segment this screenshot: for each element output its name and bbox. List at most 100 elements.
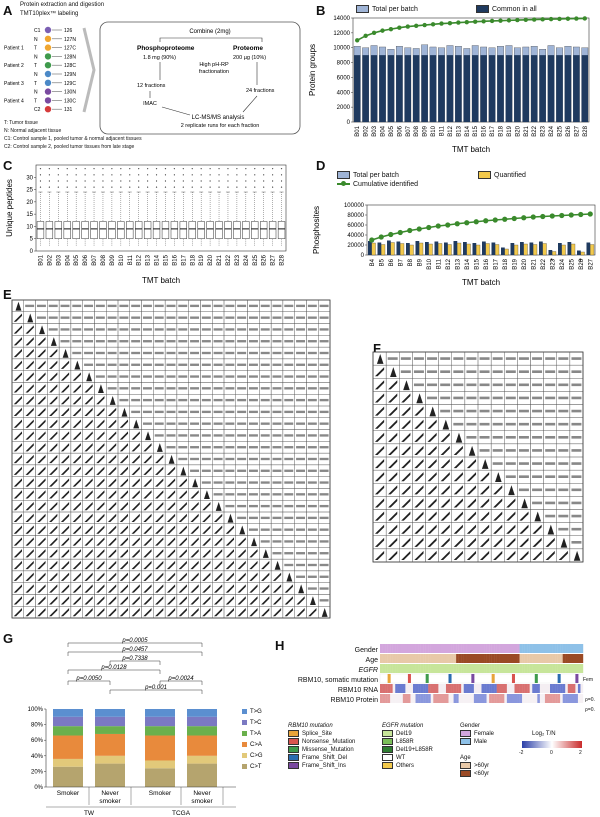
correlation-coefficient [272, 351, 282, 355]
gender-cell [494, 644, 497, 653]
rbm10-protein-cell [567, 694, 571, 703]
correlation-coefficient [248, 363, 258, 366]
density-peak [286, 572, 293, 582]
scatter-cloud [493, 485, 503, 495]
bar-total-d [510, 243, 515, 255]
sample-letter: N [34, 90, 38, 96]
box-c [90, 221, 98, 239]
correlation-coefficient [84, 304, 94, 308]
significance-bracket-g [67, 651, 203, 656]
x-tick-label-d: B10 [427, 258, 433, 269]
outlier-c [75, 186, 77, 188]
correlation-coefficient [225, 375, 235, 378]
scatter-cloud [414, 550, 424, 561]
correlation-coefficient [427, 357, 438, 360]
x-tick-label-d: B18 [503, 258, 509, 269]
scatter-cloud [13, 372, 23, 381]
scatter-cloud [374, 550, 385, 561]
age-cell [496, 654, 500, 663]
sample-dot [44, 61, 52, 69]
correlation-coefficient [190, 375, 200, 378]
outlier-c [120, 180, 122, 182]
outlier-c [200, 186, 202, 188]
gender-cell [453, 644, 457, 653]
rbm10-rna-cell [496, 684, 500, 693]
scale-tick-0: 0 [550, 750, 553, 756]
scatter-cloud [249, 596, 258, 605]
cumulative-point-d [578, 211, 584, 218]
scatter-cloud [401, 498, 411, 508]
density-peak [39, 325, 45, 335]
egfr-cell [486, 664, 490, 673]
correlation-coefficient [307, 493, 317, 496]
p-value-g: p=0.0128 [100, 665, 127, 671]
stacked-segment-g [145, 768, 175, 787]
outlier-c [173, 186, 175, 188]
scatter-cloud [178, 584, 187, 593]
scatter-cloud [388, 406, 398, 416]
label-fem: Fem [583, 677, 593, 683]
cumulative-point-d [568, 212, 574, 218]
outlier-c [209, 186, 211, 188]
egfr-cell [522, 664, 525, 673]
rbm10-protein-cell [456, 694, 459, 703]
scatter-cloud [237, 560, 246, 570]
x-tick-label-d: B21 [531, 258, 537, 269]
scatter-cloud [414, 485, 424, 495]
box-c [54, 221, 62, 239]
scatter-cloud [414, 524, 424, 534]
correlation-coefficient [284, 493, 294, 496]
egfr-cell [410, 664, 414, 673]
correlation-coefficient [545, 357, 556, 360]
density-peak [74, 360, 81, 370]
stacked-segment-g [53, 709, 83, 717]
egfr-cell [572, 664, 576, 673]
scatter-cloud [166, 584, 176, 593]
egfr-cell [484, 664, 487, 673]
density-peak [180, 466, 187, 476]
correlation-coefficient [296, 446, 306, 449]
correlation-coefficient [248, 469, 258, 472]
bar-quant-d [504, 248, 509, 256]
density-peak [203, 490, 210, 500]
scatter-cloud [84, 584, 93, 593]
patient-label: Patient 1 [4, 46, 24, 52]
egfr-cell [577, 664, 581, 673]
p-value-g: p=0.0050 [75, 676, 102, 682]
correlation-coefficient [571, 462, 582, 465]
sample-dot [44, 97, 52, 104]
scatter-cloud [414, 445, 424, 456]
x-tick-label-d: B15 [474, 258, 480, 269]
rbm10-rna-cell [473, 684, 477, 693]
scatter-cloud [49, 596, 58, 605]
rbm10-protein-cell [517, 694, 520, 703]
egfr-cell [456, 664, 459, 673]
age-cell [440, 654, 444, 663]
gender-cell [489, 644, 492, 653]
correlation-coefficient [319, 340, 329, 343]
correlation-coefficient [307, 587, 317, 590]
scatter-cloud [388, 498, 398, 508]
rbm10-protein-cell [453, 694, 457, 703]
scatter-cloud [388, 380, 398, 390]
correlation-coefficient [119, 375, 129, 378]
age-cell [407, 654, 411, 663]
correlation-coefficient [237, 398, 247, 402]
rbm10-mutation-cell [491, 674, 495, 683]
gender-cell [448, 644, 452, 653]
rbm10-rna-cell [448, 684, 452, 693]
gender-cell [580, 644, 584, 653]
bar-total-d [453, 241, 458, 255]
scatter-cloud [427, 550, 437, 561]
correlation-coefficient [545, 462, 556, 465]
bar-common-b [522, 55, 529, 123]
scatter-cloud [414, 511, 424, 521]
sample-dot [44, 79, 52, 87]
correlation-coefficient [237, 304, 247, 308]
egfr-cell [435, 664, 439, 673]
correlation-coefficient [319, 481, 329, 484]
bar-common-b [396, 55, 403, 123]
age-cell [476, 654, 480, 663]
density-peak [560, 537, 568, 548]
